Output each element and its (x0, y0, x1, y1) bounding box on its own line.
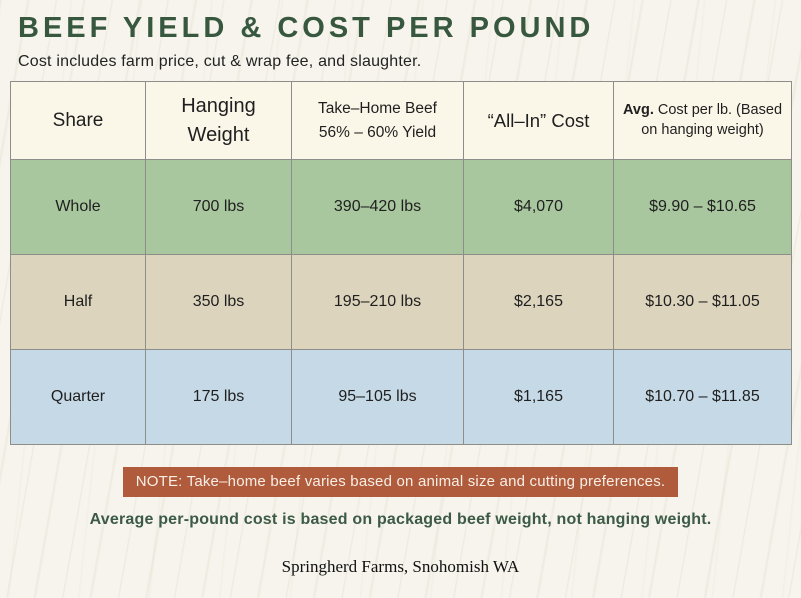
cell-quarter-share: Quarter (10, 349, 146, 445)
cell-quarter-take-home: 95–105 lbs (291, 349, 464, 445)
cell-quarter-all-in-cost: $1,165 (463, 349, 614, 445)
cell-whole-avg-cost: $9.90 – $10.65 (613, 159, 792, 255)
cell-whole-all-in-cost: $4,070 (463, 159, 614, 255)
cell-half-share: Half (10, 254, 146, 350)
cell-whole-take-home: 390–420 lbs (291, 159, 464, 255)
cell-half-all-in-cost: $2,165 (463, 254, 614, 350)
cell-half-avg-cost: $10.30 – $11.05 (613, 254, 792, 350)
col-header-all-in-cost: “All–In” Cost (463, 81, 614, 160)
col-header-all-in-cost-label: “All–In” Cost (487, 109, 590, 131)
header-row: Share Hanging Weight Take–Home Beef 56% … (10, 81, 792, 160)
col-header-share-label: Share (52, 109, 104, 131)
note-banner: NOTE: Take–home beef varies based on ani… (122, 467, 679, 497)
cell-half-take-home: 195–210 lbs (291, 254, 464, 350)
col-header-hanging-weight: Hanging Weight (145, 81, 292, 160)
col-header-take-home: Take–Home Beef 56% – 60% Yield (291, 81, 464, 160)
cell-whole-share: Whole (10, 159, 146, 255)
cell-whole-hanging-weight: 700 lbs (145, 159, 292, 255)
footnote: Average per-pound cost is based on packa… (89, 511, 712, 528)
table-row-quarter: Quarter 175 lbs 95–105 lbs $1,165 $10.70… (10, 349, 792, 445)
cell-quarter-hanging-weight: 175 lbs (145, 349, 292, 445)
take-home-line2: 56% – 60% Yield (318, 123, 437, 141)
take-home-line1: Take–Home Beef (318, 100, 437, 118)
table-row-whole: Whole 700 lbs 390–420 lbs $4,070 $9.90 –… (10, 159, 792, 255)
page-title: BEEF YIELD & COST PER POUND (18, 12, 595, 44)
col-header-hanging-weight-label: Hanging Weight (181, 94, 256, 146)
table-row-half: Half 350 lbs 195–210 lbs $2,165 $10.30 –… (10, 254, 792, 350)
col-header-share: Share (10, 81, 146, 160)
cell-half-hanging-weight: 350 lbs (145, 254, 292, 350)
cell-quarter-avg-cost: $10.70 – $11.85 (613, 349, 792, 445)
footer-farm-name: Springherd Farms, Snohomish WA (281, 557, 520, 576)
avg-label-bold: Avg. (622, 101, 654, 118)
col-header-avg-cost: Avg. Cost per lb. (Based on hanging weig… (613, 81, 792, 160)
beef-yield-table: Share Hanging Weight Take–Home Beef 56% … (10, 81, 792, 445)
avg-label-rest: Cost per lb. (Based on hanging weight) (641, 101, 783, 138)
page-subtitle: Cost includes farm price, cut & wrap fee… (18, 53, 422, 70)
